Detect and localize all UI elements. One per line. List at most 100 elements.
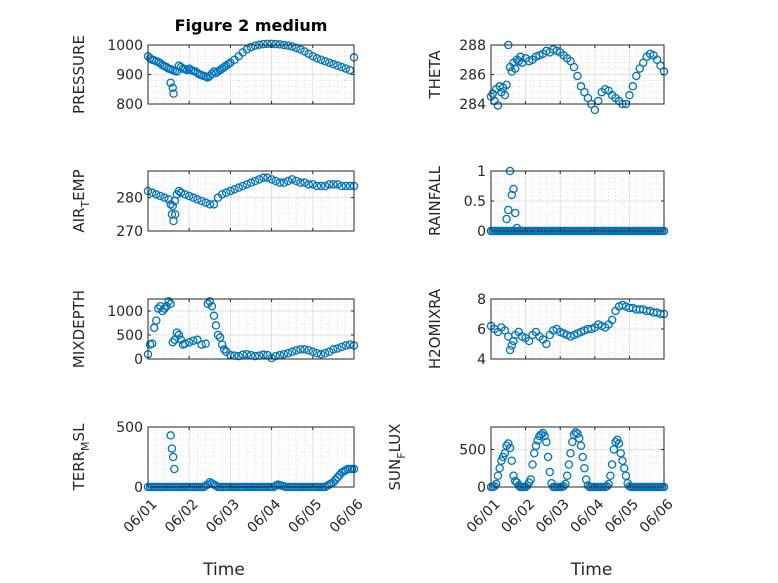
subplot-6: 4 6 8 H2OMIXRA [426, 288, 669, 369]
data-point [581, 475, 591, 484]
data-point [337, 342, 346, 352]
x-tick-label: 06/02 [498, 496, 538, 536]
data-point [573, 429, 582, 438]
data-point [168, 452, 178, 462]
data-point [607, 315, 617, 325]
data-point [505, 345, 515, 355]
data-point [254, 175, 264, 184]
data-points [143, 39, 359, 98]
data-points [143, 173, 359, 226]
data-point [516, 52, 525, 62]
data-point [184, 337, 194, 347]
data-point [500, 448, 510, 458]
data-point [203, 299, 212, 309]
data-point [530, 448, 539, 458]
axes-box [490, 426, 665, 488]
data-points [143, 431, 359, 492]
data-point [504, 439, 513, 448]
y-tick-label: 500 [116, 328, 143, 344]
data-point [158, 306, 167, 316]
data-point [312, 181, 322, 191]
data-point [162, 301, 171, 311]
data-point [296, 45, 305, 54]
data-point [267, 175, 276, 184]
data-point [512, 223, 522, 233]
data-point [283, 41, 293, 50]
data-point [156, 191, 165, 201]
data-point [325, 347, 334, 357]
axes-box [147, 298, 355, 360]
data-point [609, 445, 619, 454]
x-tick-label: 06/02 [162, 496, 202, 536]
chart-title: Figure 2 medium [175, 16, 328, 35]
data-point [259, 173, 268, 182]
data-point [234, 351, 243, 361]
y-axis-label-subscript: F [395, 452, 408, 458]
data-point [316, 349, 326, 359]
data-point [304, 180, 313, 189]
y-tick-label: 500 [459, 443, 486, 459]
data-point [614, 439, 624, 448]
data-point [337, 62, 346, 72]
data-point [224, 59, 233, 69]
data-point [308, 180, 318, 189]
data-point [176, 188, 186, 197]
data-point [287, 347, 297, 357]
subplot-7: 0 500 TERRMSL 06/01 06/02 06/03 06/04 06/05 06/0… [70, 420, 367, 580]
data-point [184, 191, 194, 201]
data-point [540, 431, 549, 441]
data-point [209, 67, 219, 76]
data-point [283, 176, 293, 186]
data-point [331, 475, 340, 485]
data-point [174, 330, 184, 340]
data-point [573, 71, 582, 81]
y-axis-label: SUNFLUX [386, 424, 408, 491]
data-point [493, 101, 503, 110]
data-point [569, 62, 579, 72]
data-point [580, 463, 589, 473]
data-point [510, 64, 520, 73]
data-point [312, 348, 322, 358]
data-point [510, 208, 520, 218]
data-point [341, 181, 351, 191]
data-point [543, 452, 553, 462]
data-point [287, 42, 297, 51]
data-point [308, 51, 318, 61]
data-point [606, 471, 615, 480]
data-point [292, 176, 301, 186]
data-point [164, 195, 173, 204]
data-point [263, 39, 272, 49]
data-point [574, 433, 584, 443]
data-point [201, 339, 210, 348]
data-point [590, 105, 600, 115]
y-tick-label: 270 [116, 224, 143, 240]
data-point [337, 181, 346, 191]
data-point [329, 180, 338, 189]
subplot-8: 0 500 SUNFLUX 06/0106/0206/0306/0406/0506/0… [386, 424, 677, 580]
data-point [151, 316, 161, 325]
y-tick-label: 900 [116, 68, 143, 84]
y-axis-label-rest: EMP [70, 169, 88, 200]
data-point [189, 193, 198, 202]
data-point [271, 351, 280, 361]
data-point [568, 437, 577, 447]
data-point [341, 64, 351, 73]
data-point [564, 460, 574, 469]
y-axis-label: TERRMSL [70, 423, 92, 492]
data-point [197, 196, 206, 206]
data-point [164, 297, 173, 306]
x-tick-label: 06/03 [203, 496, 243, 536]
y-tick-label: 800 [116, 97, 143, 113]
data-point [275, 178, 285, 187]
subplot-2: 284 286 288 THETA [426, 38, 669, 115]
data-point [300, 47, 309, 56]
data-point [618, 456, 627, 465]
y-axis-label: MIXDEPTH [70, 290, 88, 368]
data-point [211, 321, 221, 330]
y-axis-label: THETA [426, 50, 444, 100]
data-points [486, 40, 669, 115]
data-point [193, 335, 202, 345]
data-point [578, 452, 587, 462]
data-point [205, 200, 215, 209]
y-axis-label: H2OMIXRA [426, 288, 444, 369]
